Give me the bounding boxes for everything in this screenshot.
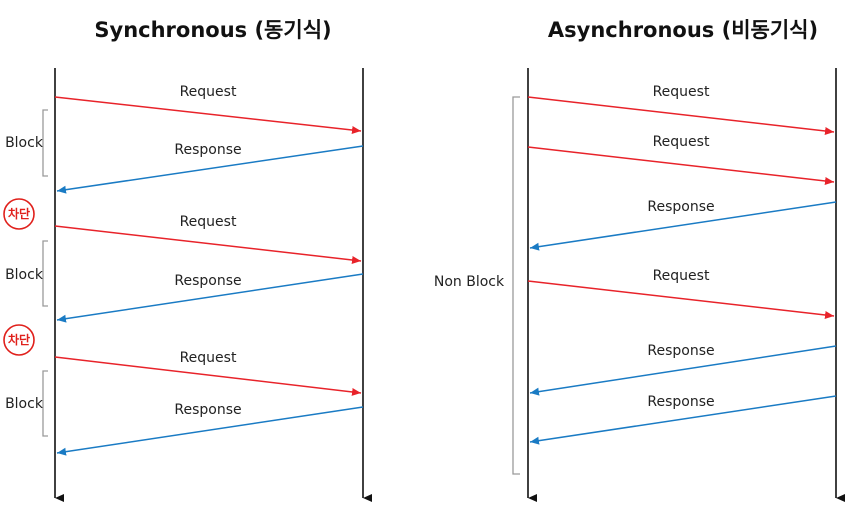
- sync-cut-badge-2: 차단: [3, 324, 35, 356]
- sync-message-arrow-1: [54, 96, 362, 134]
- async-message-label-5: Response: [647, 343, 714, 359]
- sync-message-label-1: Request: [180, 84, 237, 100]
- sync-block-label-2: Block: [5, 267, 44, 283]
- sync-message-arrow-6: [56, 406, 364, 456]
- async-message-arrow-4: [527, 280, 835, 319]
- sync-message-label-3: Request: [180, 214, 237, 230]
- async-message-label-4: Request: [653, 268, 710, 284]
- sync-cut-label-2: 차단: [8, 332, 30, 347]
- sync-block-label-3: Block: [5, 396, 44, 412]
- sync-title: Synchronous (동기식): [94, 18, 331, 42]
- async-message-label-3: Response: [647, 199, 714, 215]
- sync-message-label-4: Response: [174, 273, 241, 289]
- async-non-block-bracket: [512, 96, 520, 475]
- sync-block-bracket-1: [42, 109, 48, 177]
- async-message-arrow-2: [527, 146, 835, 185]
- sync-block-bracket-2: [42, 240, 48, 307]
- async-message-arrow-3: [529, 201, 837, 251]
- sync-message-label-5: Request: [180, 350, 237, 366]
- async-message-arrow-5: [529, 345, 837, 396]
- sync-message-arrow-5: [54, 356, 362, 396]
- sync-message-label-6: Response: [174, 402, 241, 418]
- async-message-arrow-1: [527, 96, 835, 135]
- sync-block-bracket-3: [42, 370, 48, 437]
- async-message-arrow-6: [529, 395, 837, 445]
- sync-message-label-2: Response: [174, 142, 241, 158]
- async-message-label-2: Request: [653, 134, 710, 150]
- sync-cut-badge-1: 차단: [3, 198, 35, 230]
- async-title: Asynchronous (비동기식): [548, 18, 818, 42]
- sync-cut-label-1: 차단: [8, 206, 30, 221]
- sync-message-arrow-3: [54, 225, 362, 264]
- sync-message-arrow-2: [56, 145, 364, 194]
- async-message-label-6: Response: [647, 394, 714, 410]
- sync-message-arrow-4: [56, 273, 364, 323]
- async-non-block-label: Non Block: [434, 274, 505, 290]
- async-message-label-1: Request: [653, 84, 710, 100]
- sync-block-label-1: Block: [5, 135, 44, 151]
